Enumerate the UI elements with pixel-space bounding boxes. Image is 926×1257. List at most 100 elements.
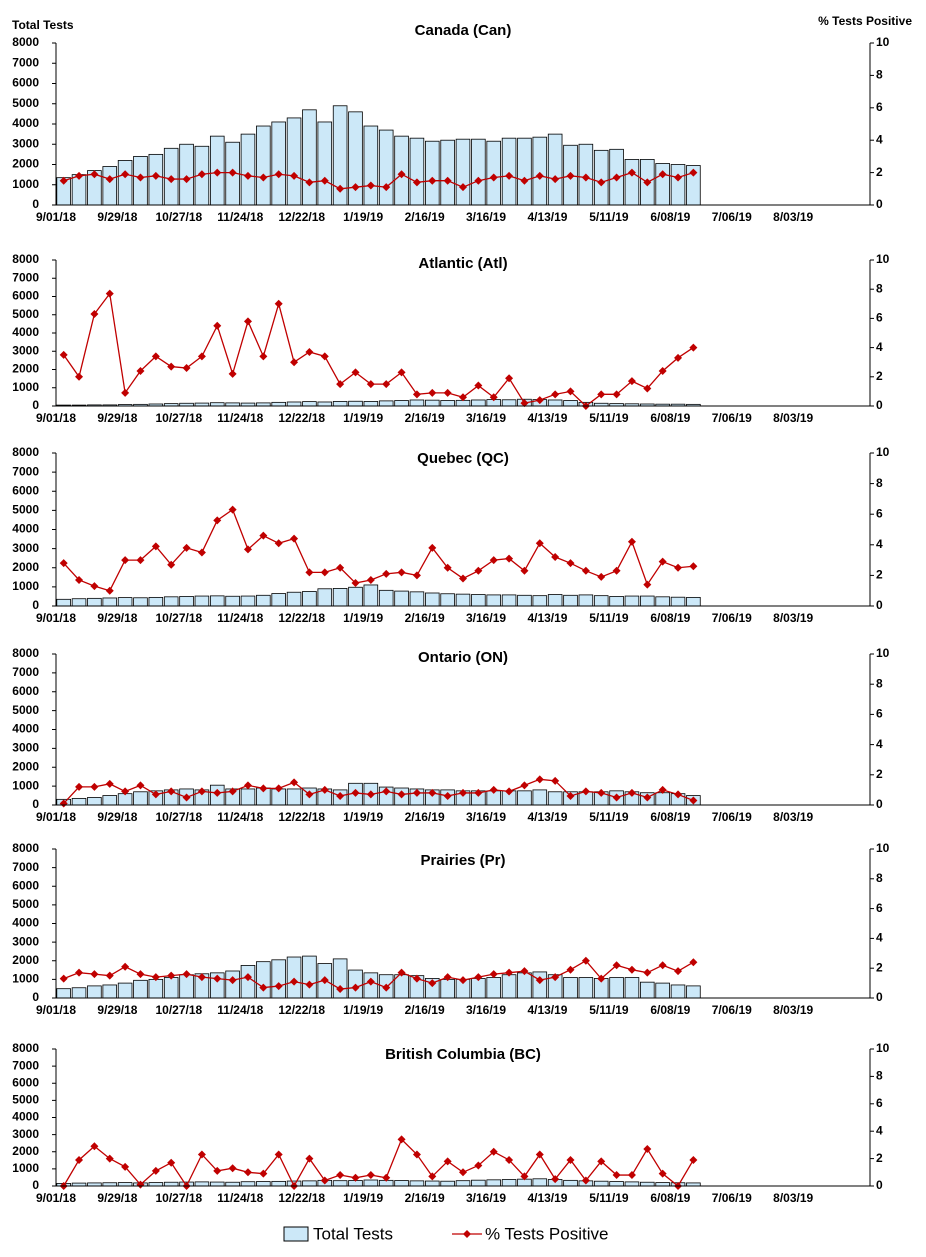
marker [151, 790, 160, 799]
bar [394, 1180, 409, 1187]
bar [409, 137, 425, 206]
bar [133, 597, 148, 607]
marker [182, 543, 191, 552]
bar [240, 788, 256, 806]
marker [428, 1172, 437, 1181]
y-tick-label: 5000 [12, 503, 39, 517]
x-tick-label: 1/19/19 [343, 611, 383, 625]
x-tick-label: 4/13/19 [527, 810, 567, 824]
bar [440, 139, 455, 206]
marker [674, 790, 683, 799]
x-tick-label: 12/22/18 [278, 1191, 325, 1205]
bar [102, 984, 118, 999]
marker [551, 553, 560, 562]
marker [121, 170, 130, 179]
marker [658, 170, 667, 179]
marker [581, 787, 590, 796]
y-tick-label: 7000 [12, 1058, 39, 1072]
bar [117, 597, 133, 607]
marker [505, 968, 514, 977]
x-tick-label: 12/22/18 [278, 411, 325, 425]
x-tick-label: 8/03/19 [773, 611, 813, 625]
x-tick-label: 6/08/19 [650, 810, 690, 824]
marker [121, 388, 130, 397]
marker [658, 1169, 667, 1178]
bar [102, 166, 118, 206]
x-tick-label: 12/22/18 [278, 810, 325, 824]
y-tick-label: 2000 [12, 362, 39, 376]
y-tick-label: 2000 [12, 157, 39, 171]
y-tick-label: 6000 [12, 76, 39, 90]
line [63, 291, 694, 407]
marker [674, 563, 683, 572]
y-tick-label: 0 [32, 598, 39, 612]
marker [90, 1142, 99, 1151]
marker [597, 788, 606, 797]
x-tick-label: 2/16/19 [405, 1191, 445, 1205]
y-tick-label: 3000 [12, 541, 39, 555]
marker [136, 556, 145, 565]
y-tick-label: 3000 [12, 136, 39, 150]
y-tick-label: 4000 [12, 116, 39, 130]
y-tick-label: 7000 [12, 860, 39, 874]
y-tick-label: 6000 [12, 483, 39, 497]
marker [489, 556, 498, 565]
bar [271, 401, 286, 407]
marker [366, 790, 375, 799]
marker [320, 176, 329, 185]
marker [213, 788, 222, 797]
bar [332, 588, 348, 607]
marker [136, 781, 145, 790]
marker [290, 171, 299, 180]
y2-tick-label: 4 [876, 931, 883, 945]
bar [194, 595, 210, 607]
marker [412, 571, 421, 580]
marker [627, 1171, 636, 1180]
marker [228, 787, 237, 796]
bar [609, 1181, 624, 1187]
x-tick-label: 11/24/18 [217, 810, 263, 824]
bar [148, 596, 164, 607]
y-tick-label: 3000 [12, 934, 39, 948]
bar [286, 956, 302, 999]
x-tick-label: 5/11/19 [589, 1003, 629, 1017]
bar [286, 788, 302, 806]
bar [102, 597, 118, 607]
x-tick-label: 3/16/19 [466, 810, 506, 824]
y2-tick-label: 8 [876, 871, 883, 885]
y-tick-label: 1000 [12, 380, 39, 394]
marker [105, 1154, 114, 1163]
marker [228, 976, 237, 985]
bar [501, 399, 517, 407]
y-tick-label: 8000 [12, 252, 39, 266]
x-tick-label: 4/13/19 [527, 611, 567, 625]
chart-title: British Columbia (BC) [385, 1046, 541, 1063]
bar [471, 1179, 486, 1187]
y-tick-label: 4000 [12, 916, 39, 930]
bar [609, 977, 624, 999]
bar [332, 401, 348, 407]
marker [59, 559, 68, 568]
marker [520, 967, 529, 976]
bar [56, 988, 71, 999]
bar [179, 143, 194, 206]
marker [75, 968, 84, 977]
marker [551, 175, 560, 184]
x-tick-label: 5/11/19 [589, 810, 629, 824]
bar [163, 977, 179, 999]
marker [182, 793, 191, 802]
bar [563, 1179, 578, 1187]
marker [151, 973, 160, 982]
y-tick-label: 6000 [12, 1075, 39, 1089]
x-tick-label: 1/19/19 [343, 1003, 383, 1017]
bar [425, 1180, 440, 1187]
marker [228, 369, 237, 378]
bar [256, 125, 271, 206]
marker [351, 788, 360, 797]
marker [612, 566, 621, 575]
marker [397, 1135, 406, 1144]
marker [689, 958, 698, 967]
bar [102, 795, 118, 806]
x-tick-label: 10/27/18 [156, 810, 203, 824]
